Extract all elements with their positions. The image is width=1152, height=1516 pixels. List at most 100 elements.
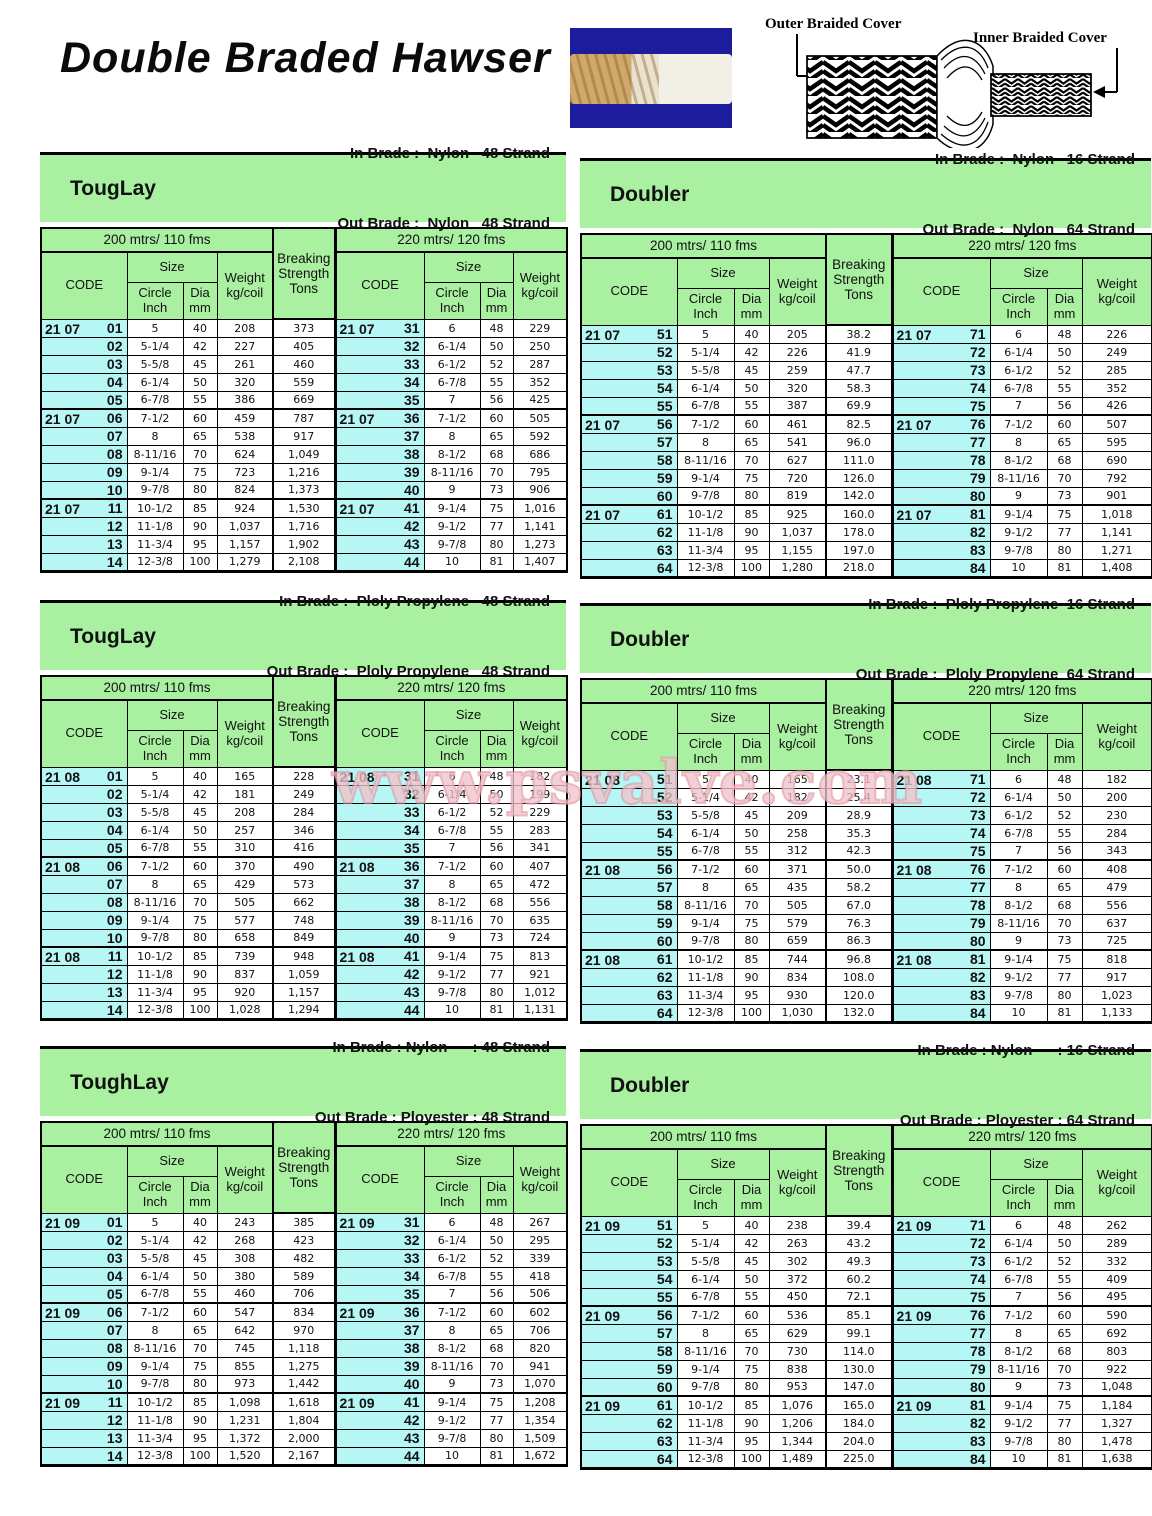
dia-mm-cell: 85 bbox=[733, 949, 770, 969]
weight-cell: 308 bbox=[216, 1248, 274, 1268]
col-header-weight: Weight kg/coil bbox=[1081, 702, 1152, 771]
circle-inch-cell: 10-1/2 bbox=[126, 1392, 184, 1412]
breaking-strength-cell: 1,118 bbox=[272, 1338, 336, 1358]
weight-cell: 855 bbox=[216, 1356, 274, 1376]
table-doubler-polypropylene: Doubler In Brade : Ploly Propylene 16 St… bbox=[580, 596, 1152, 1024]
table-row: 64 12-3/8 100 1,280 218.0 84 10 81 1,408 bbox=[580, 558, 1152, 579]
code-suffix: 01 bbox=[106, 1214, 123, 1230]
breaking-strength-cell: 165.0 bbox=[825, 1395, 893, 1415]
col-header-code: CODE bbox=[580, 702, 678, 771]
weight-cell: 460 bbox=[216, 1284, 274, 1304]
dia-mm-cell: 42 bbox=[182, 336, 218, 356]
code-cell: 21 09 56 bbox=[580, 1305, 678, 1325]
code-suffix: 80 bbox=[969, 1378, 986, 1395]
code-suffix: 74 bbox=[969, 825, 986, 841]
code-cell: 32 bbox=[333, 784, 425, 804]
dia-mm-cell: 73 bbox=[479, 480, 514, 500]
weight-cell: 472 bbox=[512, 874, 568, 894]
circle-inch-cell: 8 bbox=[676, 877, 735, 897]
table-row: 62 11-1/8 90 834 108.0 82 9-1/2 77 917 bbox=[580, 967, 1152, 987]
table-row: 08 8-11/16 70 624 1,049 38 8-1/2 68 686 bbox=[40, 444, 568, 464]
code-cell: 21 08 31 bbox=[333, 766, 425, 786]
weight-cell: 165 bbox=[768, 769, 827, 789]
code-prefix: 21 07 bbox=[339, 411, 375, 427]
dia-mm-cell: 80 bbox=[479, 1428, 514, 1448]
weight-cell: 505 bbox=[768, 895, 827, 915]
weight-cell: 1,327 bbox=[1081, 1413, 1152, 1433]
circle-inch-cell: 8-1/2 bbox=[989, 1341, 1048, 1361]
dia-mm-cell: 100 bbox=[182, 552, 218, 573]
inner-label-arrowhead bbox=[1093, 86, 1105, 98]
dia-mm-cell: 48 bbox=[479, 1212, 514, 1232]
weight-cell: 199 bbox=[512, 784, 568, 804]
weight-cell: 686 bbox=[512, 444, 568, 464]
circle-inch-cell: 6-1/4 bbox=[989, 787, 1048, 807]
code-cell: 79 bbox=[890, 913, 991, 933]
weight-cell: 426 bbox=[1081, 396, 1152, 416]
dia-mm-cell: 80 bbox=[733, 931, 770, 951]
code-cell: 52 bbox=[580, 1233, 678, 1253]
code-cell: 21 07 01 bbox=[40, 318, 128, 338]
circle-inch-cell: 7 bbox=[989, 1287, 1048, 1307]
dia-mm-cell: 55 bbox=[479, 820, 514, 840]
table-row: 21 08 61 10-1/2 85 744 96.8 21 08 81 9-1/4 75 818 bbox=[580, 949, 1152, 969]
circle-inch-cell: 5 bbox=[126, 318, 184, 338]
dia-mm-cell: 60 bbox=[1046, 414, 1083, 434]
code-cell: 32 bbox=[333, 336, 425, 356]
code-suffix: 84 bbox=[969, 1004, 986, 1021]
dia-mm-cell: 48 bbox=[1046, 324, 1083, 344]
col-header-code: CODE bbox=[333, 1145, 425, 1214]
weight-cell: 230 bbox=[1081, 805, 1152, 825]
circle-inch-cell: 8-11/16 bbox=[423, 1356, 481, 1376]
code-cell: 44 bbox=[333, 1000, 425, 1021]
weight-cell: 1,408 bbox=[1081, 558, 1152, 579]
weight-cell: 803 bbox=[1081, 1341, 1152, 1361]
rope-photo-band bbox=[570, 54, 732, 104]
code-cell: 43 bbox=[333, 1428, 425, 1448]
weight-cell: 659 bbox=[768, 931, 827, 951]
weight-cell: 536 bbox=[768, 1305, 827, 1325]
circle-inch-cell: 6-1/4 bbox=[676, 823, 735, 843]
weight-cell: 592 bbox=[512, 426, 568, 446]
dia-mm-cell: 70 bbox=[733, 1341, 770, 1361]
braid-flare bbox=[936, 39, 994, 148]
table-row: 64 12-3/8 100 1,030 132.0 84 10 81 1,133 bbox=[580, 1003, 1152, 1024]
col-header-breaking-strength: Breaking Strength Tons bbox=[825, 678, 893, 771]
weight-cell: 243 bbox=[216, 1212, 274, 1232]
breaking-strength-cell: 849 bbox=[272, 928, 336, 948]
table-row: 59 9-1/4 75 838 130.0 79 8-11/16 70 922 bbox=[580, 1359, 1152, 1379]
col-header-size: Size bbox=[989, 257, 1083, 289]
dia-mm-cell: 60 bbox=[479, 856, 514, 876]
weight-cell: 834 bbox=[768, 967, 827, 987]
code-suffix: 78 bbox=[969, 897, 986, 913]
breaking-strength-cell: 72.1 bbox=[825, 1287, 893, 1307]
table-row: 64 12-3/8 100 1,489 225.0 84 10 81 1,638 bbox=[580, 1449, 1152, 1470]
col-header-weight: Weight kg/coil bbox=[1081, 257, 1152, 326]
dia-mm-cell: 70 bbox=[479, 910, 514, 930]
table-row: 62 11-1/8 90 1,037 178.0 82 9-1/2 77 1,141 bbox=[580, 522, 1152, 542]
col-header-dia-mm: Dia mm bbox=[1046, 1178, 1083, 1217]
circle-inch-cell: 11-3/4 bbox=[126, 1428, 184, 1448]
breaking-strength-cell: 1,716 bbox=[272, 516, 336, 536]
dia-mm-cell: 60 bbox=[733, 414, 770, 434]
breaking-strength-cell: 35.3 bbox=[825, 823, 893, 843]
code-suffix: 72 bbox=[969, 1235, 986, 1251]
code-suffix: 57 bbox=[656, 879, 673, 895]
code-cell: 21 09 61 bbox=[580, 1395, 678, 1415]
circle-inch-cell: 6-1/2 bbox=[989, 1251, 1048, 1271]
code-cell: 59 bbox=[580, 913, 678, 933]
table-title-bar: Doubler In Brade : Nylon : 16 Strand Out… bbox=[580, 1042, 1151, 1129]
code-suffix: 32 bbox=[403, 1232, 420, 1248]
code-cell: 35 bbox=[333, 390, 425, 410]
code-suffix: 59 bbox=[656, 915, 673, 931]
brade-info: In Brade : Ploly Propylene 48 Strand Out… bbox=[267, 544, 566, 730]
code-suffix: 02 bbox=[106, 338, 123, 354]
breaking-strength-cell: 50.0 bbox=[825, 859, 893, 879]
code-cell: 84 bbox=[890, 1003, 991, 1024]
table-row: 21 08 11 10-1/2 85 739 948 21 08 41 9-1/4 75 813 bbox=[40, 946, 568, 966]
code-suffix: 84 bbox=[969, 1450, 986, 1467]
breaking-strength-cell: 67.0 bbox=[825, 895, 893, 915]
col-header-breaking-strength: Breaking Strength Tons bbox=[272, 675, 336, 768]
weight-cell: 1,037 bbox=[768, 522, 827, 542]
breaking-strength-cell: 1,216 bbox=[272, 462, 336, 482]
